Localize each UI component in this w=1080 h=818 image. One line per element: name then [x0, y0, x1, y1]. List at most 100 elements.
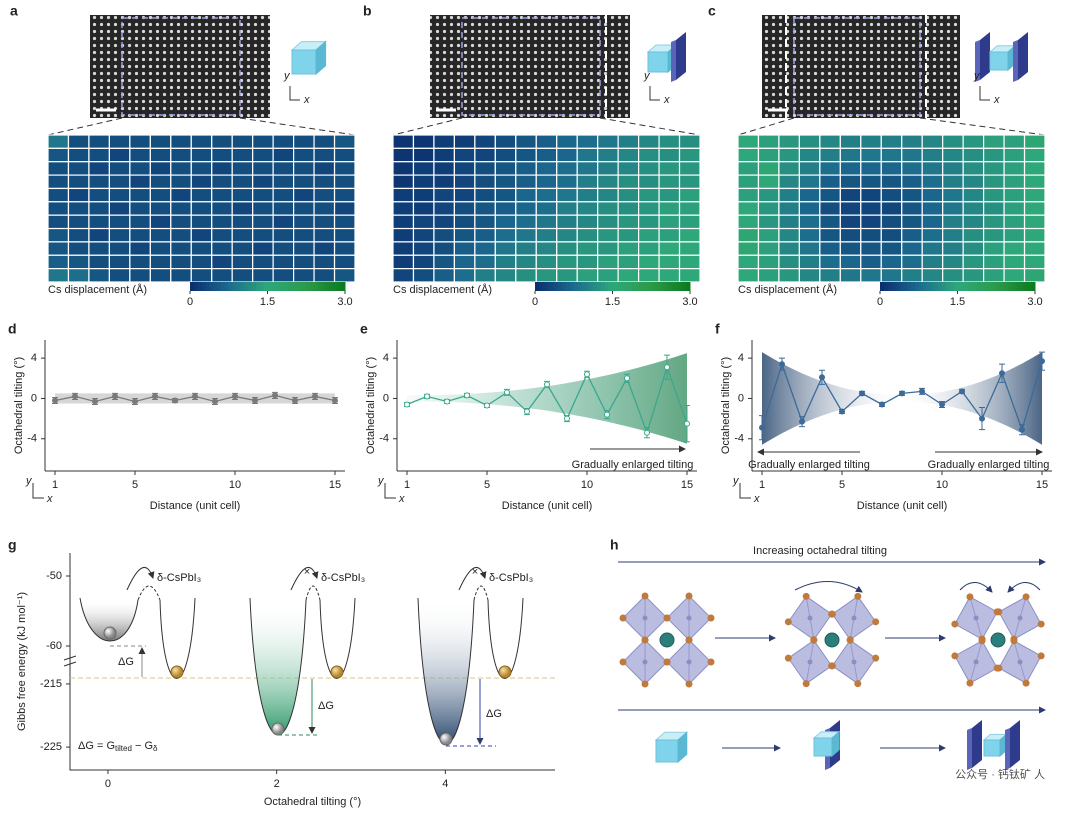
data-point	[52, 397, 58, 404]
heatmap-cell	[67, 134, 90, 149]
heatmap-cell	[211, 134, 233, 149]
colorbar-swatch	[240, 282, 245, 291]
x-tick-label: 4	[442, 778, 448, 790]
slab-icon	[676, 32, 686, 80]
colorbar-swatch	[205, 282, 210, 291]
transition-arrow	[458, 567, 487, 591]
y-tick-label: -50	[46, 570, 62, 582]
heatmap-cell	[1003, 161, 1026, 176]
x-tick-label: 10	[229, 479, 241, 491]
colorbar-swatch	[980, 282, 986, 291]
colorbar-swatch	[221, 282, 226, 291]
heatmap-cell	[778, 174, 801, 190]
heatmap-cell	[982, 161, 1005, 176]
colorbar-swatch	[197, 282, 203, 291]
heatmap-cell	[392, 174, 415, 190]
energy-well	[417, 597, 475, 744]
heatmap-cell	[211, 268, 233, 283]
heatmap-cell	[149, 268, 172, 283]
heatmap-cell	[272, 254, 295, 270]
heatmap-cell	[658, 174, 681, 190]
heatmap-cell	[433, 161, 455, 176]
heatmap-cell	[982, 268, 1005, 283]
x-tick-label: 1	[52, 479, 58, 491]
heatmap-cell	[737, 174, 760, 190]
data-point	[252, 397, 258, 404]
heatmap-cell	[860, 174, 882, 190]
heatmap-cell	[494, 201, 517, 216]
energy-barrier	[305, 585, 321, 601]
colorbar-swatch	[938, 282, 943, 291]
heatmap-cell	[798, 268, 821, 283]
heatmap-cell	[47, 134, 70, 149]
heatmap-cell	[272, 147, 295, 163]
heatmap-cell	[942, 174, 964, 190]
heatmap-cell	[412, 241, 435, 256]
heatmap-cell	[819, 174, 841, 190]
data-point	[484, 402, 490, 409]
data-point	[504, 389, 510, 396]
colorbar-swatch	[562, 282, 567, 291]
heatmap-cell	[272, 241, 295, 256]
heatmap-cell	[901, 254, 923, 270]
axis-glyph-label: x	[398, 493, 405, 505]
axis-glyph	[384, 483, 396, 499]
heatmap-cell	[617, 227, 640, 243]
colorbar-swatch	[965, 282, 970, 291]
colorbar-swatch	[535, 282, 540, 291]
heatmap-cell	[658, 201, 681, 216]
x-tick-label: 10	[936, 479, 948, 491]
colorbar-swatch	[279, 282, 284, 291]
heatmap-cell	[231, 187, 254, 203]
heatmap-cell	[313, 201, 336, 216]
heatmap-cell	[333, 147, 356, 163]
slab-icon	[975, 40, 980, 82]
data-point	[464, 392, 470, 399]
slab-icon	[1005, 728, 1010, 770]
heatmap-cell	[535, 161, 558, 176]
heatmap-cell	[67, 227, 90, 243]
heatmap-cell	[433, 201, 455, 216]
slab-icon	[671, 40, 676, 82]
heatmap-cell	[819, 134, 841, 149]
cube-icon	[677, 731, 688, 764]
cube-icon	[989, 51, 1009, 71]
heatmap-cell	[433, 134, 455, 149]
inset-axis-label: x	[303, 94, 310, 106]
colorbar-swatch	[566, 282, 571, 291]
heatmap-cell	[778, 161, 801, 176]
heatmap-cell	[293, 254, 315, 270]
heatmap-cell	[129, 214, 151, 230]
heatmap-cell	[1023, 187, 1046, 203]
heatmap-cell	[88, 268, 111, 283]
x-axis-label: Distance (unit cell)	[857, 500, 947, 512]
heatmap-cell	[658, 241, 681, 256]
iodide	[685, 636, 693, 644]
heatmap-cell	[108, 241, 131, 256]
slab-icon	[967, 728, 972, 770]
slab-icon	[1018, 32, 1028, 80]
heatmap-cell	[819, 187, 841, 203]
colorbar-swatch	[624, 282, 629, 291]
heatmap-cell	[658, 187, 681, 203]
heatmap-cell	[474, 268, 496, 283]
cesium	[824, 632, 840, 648]
heatmap-cell	[942, 241, 964, 256]
data-point	[172, 397, 178, 404]
heatmap-cell	[494, 214, 517, 230]
colorbar-swatch	[659, 282, 664, 291]
heatmap-cell	[798, 241, 821, 256]
heatmap-cell	[333, 201, 356, 216]
heatmap-cell	[597, 254, 619, 270]
lead	[1017, 659, 1023, 665]
cesium	[659, 632, 675, 648]
colorbar-swatch	[1019, 282, 1024, 291]
stem-image	[430, 15, 630, 118]
heatmap-cell	[392, 254, 415, 270]
colorbar-swatch	[945, 282, 951, 291]
iodide	[641, 680, 649, 688]
y-axis-label: Octahedral tilting (°)	[720, 357, 732, 454]
colorbar-swatch	[201, 282, 206, 291]
data-point	[959, 388, 965, 395]
heatmap-cell	[433, 241, 455, 256]
